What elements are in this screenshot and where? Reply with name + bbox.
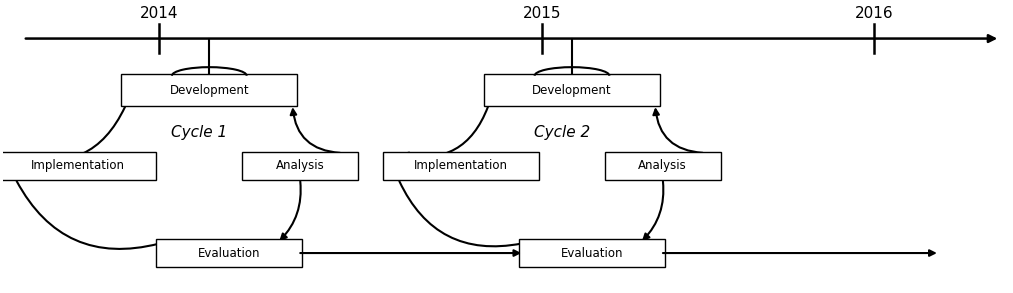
Text: Implementation: Implementation	[31, 159, 126, 172]
Text: Analysis: Analysis	[276, 159, 324, 172]
Text: Implementation: Implementation	[414, 159, 509, 172]
Text: Evaluation: Evaluation	[561, 246, 623, 260]
FancyBboxPatch shape	[519, 239, 666, 267]
FancyBboxPatch shape	[484, 74, 660, 106]
FancyBboxPatch shape	[0, 151, 156, 180]
Text: Cycle 2: Cycle 2	[534, 125, 590, 140]
Text: Analysis: Analysis	[638, 159, 687, 172]
Text: Evaluation: Evaluation	[199, 246, 260, 260]
Text: 2014: 2014	[140, 6, 178, 21]
FancyBboxPatch shape	[605, 151, 720, 180]
Text: Cycle 1: Cycle 1	[171, 125, 227, 140]
FancyBboxPatch shape	[122, 74, 298, 106]
Text: Development: Development	[532, 84, 612, 96]
FancyBboxPatch shape	[156, 239, 303, 267]
Text: Development: Development	[169, 84, 249, 96]
FancyBboxPatch shape	[242, 151, 358, 180]
Text: 2016: 2016	[855, 6, 893, 21]
FancyBboxPatch shape	[383, 151, 539, 180]
Text: 2015: 2015	[523, 6, 561, 21]
